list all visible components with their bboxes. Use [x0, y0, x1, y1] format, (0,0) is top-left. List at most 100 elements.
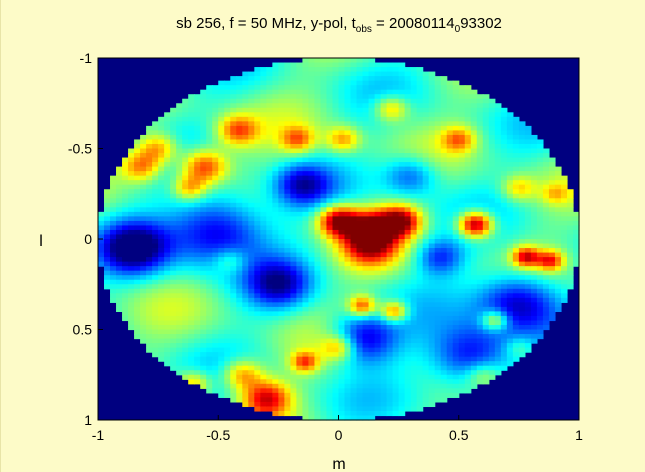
heatmap-cell — [464, 121, 472, 127]
heatmap-cell — [242, 85, 249, 91]
heatmap-cell — [176, 356, 183, 362]
heatmap-cell — [338, 302, 346, 308]
heatmap-cell — [458, 311, 466, 317]
heatmap-cell — [356, 266, 364, 272]
heatmap-cell — [278, 80, 285, 86]
heatmap-cell — [230, 153, 237, 159]
heatmap-cell — [212, 121, 219, 127]
heatmap-cell — [446, 343, 454, 349]
heatmap-cell — [206, 329, 213, 335]
heatmap-cell — [374, 116, 382, 122]
heatmap-cell — [242, 239, 249, 245]
heatmap-cell — [152, 324, 159, 331]
heatmap-cell — [362, 67, 370, 73]
heatmap-cell — [560, 239, 568, 245]
heatmap-cell — [170, 162, 177, 168]
heatmap-cell — [410, 334, 418, 340]
heatmap-cell — [470, 139, 478, 145]
heatmap-cell — [284, 76, 291, 82]
heatmap-cell — [332, 343, 340, 349]
heatmap-cell — [440, 153, 448, 159]
heatmap-cell — [350, 239, 358, 245]
heatmap-cell — [512, 306, 520, 313]
heatmap-cell — [530, 180, 538, 186]
heatmap-cell — [554, 207, 562, 213]
heatmap-cell — [362, 284, 370, 290]
heatmap-cell — [458, 112, 466, 118]
heatmap-cell — [284, 320, 291, 326]
heatmap-cell — [398, 80, 406, 86]
heatmap-cell — [530, 338, 538, 344]
heatmap-cell — [194, 103, 201, 109]
heatmap-cell — [560, 243, 568, 249]
heatmap-cell — [116, 252, 123, 258]
heatmap-cell — [350, 257, 358, 263]
heatmap-cell — [158, 252, 165, 258]
heatmap-cell — [272, 202, 279, 208]
heatmap-cell — [182, 112, 189, 118]
heatmap-cell — [326, 257, 334, 263]
heatmap-cell — [284, 171, 291, 177]
heatmap-cell — [506, 112, 514, 118]
heatmap-cell — [212, 329, 219, 335]
heatmap-cell — [278, 338, 285, 344]
heatmap-cell — [428, 193, 436, 199]
heatmap-cell — [284, 234, 291, 240]
heatmap-cell — [224, 211, 231, 217]
heatmap-cell — [170, 266, 177, 272]
heatmap-cell — [236, 80, 243, 86]
heatmap-cell — [200, 334, 207, 340]
heatmap-cell — [278, 116, 285, 122]
heatmap-cell — [254, 279, 261, 285]
heatmap-cell — [452, 302, 460, 308]
heatmap-cell — [236, 162, 243, 168]
heatmap-cell — [548, 239, 556, 245]
heatmap-cell — [434, 189, 442, 195]
heatmap-cell — [368, 98, 376, 104]
heatmap-cell — [236, 234, 243, 240]
heatmap-cell — [458, 234, 466, 240]
heatmap-cell — [410, 225, 418, 231]
heatmap-cell — [128, 288, 135, 294]
heatmap-cell — [440, 139, 448, 145]
heatmap-cell — [146, 175, 153, 181]
heatmap-cell — [470, 334, 478, 340]
heatmap-cell — [104, 207, 111, 213]
heatmap-cell — [284, 94, 291, 100]
heatmap-cell — [266, 98, 273, 104]
heatmap-cell — [278, 85, 285, 91]
heatmap-cell — [350, 293, 358, 299]
heatmap-cell — [308, 379, 316, 385]
heatmap-cell — [110, 211, 117, 217]
heatmap-cell — [398, 225, 406, 231]
heatmap-cell — [230, 103, 237, 109]
heatmap-cell — [338, 162, 346, 168]
heatmap-cell — [404, 234, 412, 240]
heatmap-cell — [452, 143, 460, 150]
heatmap-cell — [536, 239, 544, 245]
heatmap-cell — [302, 220, 310, 227]
heatmap-cell — [404, 121, 412, 127]
heatmap-cell — [428, 388, 436, 394]
heatmap-cell — [104, 239, 111, 245]
heatmap-cell — [404, 125, 412, 132]
heatmap-cell — [422, 306, 430, 313]
heatmap-cell — [140, 162, 147, 168]
heatmap-cell — [548, 261, 556, 267]
heatmap-cell — [278, 410, 285, 417]
heatmap-cell — [128, 211, 135, 217]
heatmap-cell — [242, 225, 249, 231]
heatmap-cell — [392, 275, 400, 281]
heatmap-cell — [500, 320, 508, 326]
heatmap-cell — [422, 211, 430, 217]
heatmap-cell — [434, 275, 442, 281]
heatmap-cell — [146, 234, 153, 240]
heatmap-cell — [386, 175, 394, 181]
heatmap-cell — [200, 352, 207, 358]
heatmap-cell — [542, 166, 550, 172]
heatmap-cell — [212, 184, 219, 190]
heatmap-cell — [518, 153, 526, 159]
heatmap-cell — [206, 374, 213, 380]
heatmap-cell — [398, 406, 406, 412]
heatmap-cell — [266, 202, 273, 208]
